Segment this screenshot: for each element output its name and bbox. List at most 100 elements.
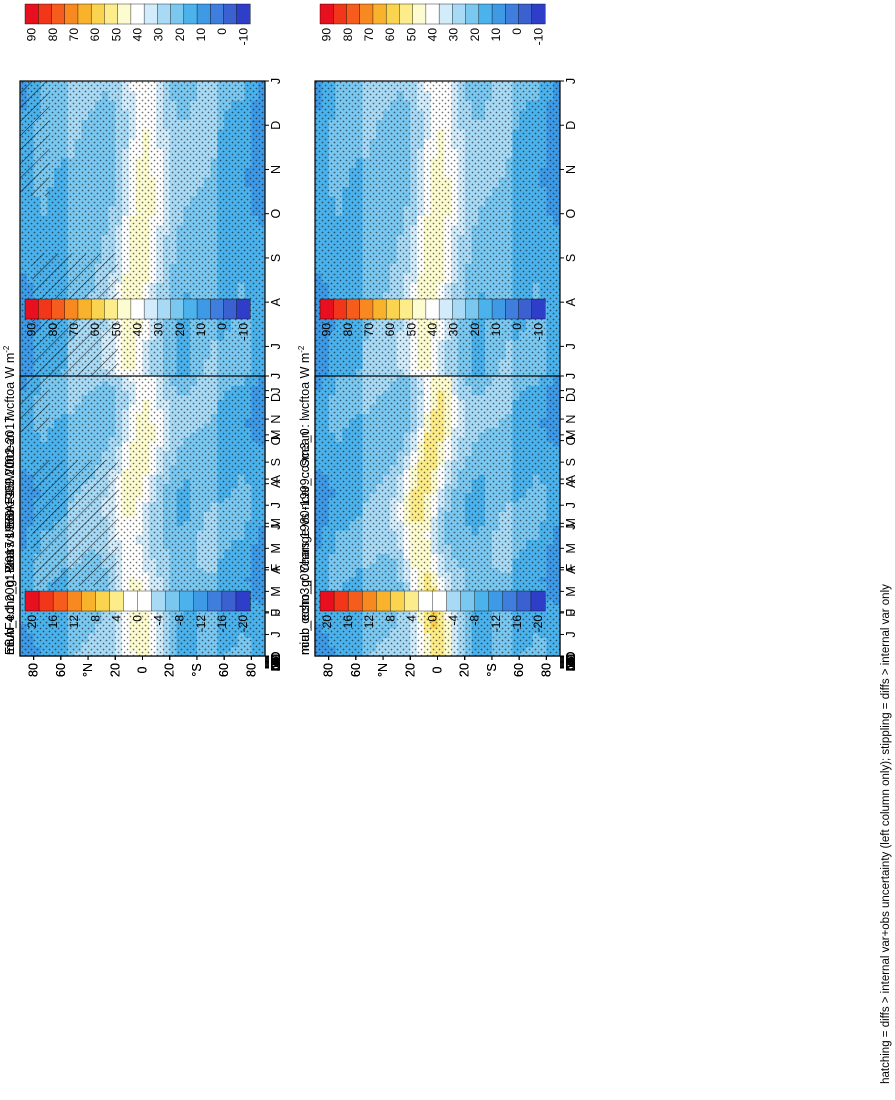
month-tick-label: N <box>269 165 283 174</box>
month-tick-label: J <box>564 609 578 615</box>
lat-tick-label: 0 <box>431 666 445 673</box>
month-tick-label: M <box>269 518 283 528</box>
colorbar-model-left: 90 80 70 60 50 40 30 20 10 0 -10 <box>24 3 251 46</box>
colorbar-swatch <box>452 3 467 25</box>
colorbar-label: -10 <box>236 323 250 341</box>
colorbar-swatch <box>51 3 66 25</box>
colorbar-swatch <box>505 3 520 25</box>
lat-tick-label: °S <box>190 663 204 676</box>
hatch-overlay <box>20 81 50 196</box>
heatmap-field-obs-left <box>20 376 265 656</box>
colorbar-swatch <box>372 3 387 25</box>
colorbar-swatch <box>223 298 238 320</box>
colorbar-label: 40 <box>426 28 440 42</box>
colorbar-swatch <box>385 3 400 25</box>
lat-tick-label: 80 <box>539 663 553 677</box>
month-tick-label: J <box>269 78 283 84</box>
colorbar-swatch <box>438 3 453 25</box>
colorbar-swatch <box>478 3 493 25</box>
colorbar-label: -10 <box>531 28 545 46</box>
month-tick-label: J <box>564 343 578 349</box>
colorbar-model-right: 90 80 70 60 50 40 30 20 10 0 -10 <box>319 3 546 46</box>
colorbar-label: 20 <box>468 28 482 42</box>
colorbar-swatch <box>359 3 374 25</box>
colorbar-swatch <box>531 3 546 25</box>
colorbar-swatch <box>64 298 79 320</box>
colorbar-label: 20 <box>173 323 187 337</box>
colorbar-swatch <box>24 3 39 25</box>
colorbar-label: 10 <box>194 323 208 337</box>
colorbar-swatch <box>491 3 506 25</box>
colorbar-label: 80 <box>46 28 60 42</box>
colorbar-swatch <box>196 298 211 320</box>
colorbar-swatch <box>412 3 427 25</box>
lat-tick-label: 60 <box>54 663 68 677</box>
colorbar-swatch <box>157 3 172 25</box>
month-tick-label: N <box>564 165 578 174</box>
colorbar-swatch <box>210 3 225 25</box>
colorbar-label: 0 <box>215 28 229 35</box>
month-tick-label: J <box>564 387 578 393</box>
colorbar-swatch <box>465 3 480 25</box>
lat-tick-label: 20 <box>403 663 417 677</box>
colorbar-obs-left: 90 80 70 60 50 40 30 20 10 0 -10 <box>25 298 251 341</box>
colorbar-swatch <box>130 3 145 25</box>
month-tick-label: D <box>564 651 578 660</box>
month-tick-label: J <box>269 343 283 349</box>
colorbar-swatch <box>143 3 158 25</box>
colorbar-swatch <box>157 298 172 320</box>
colorbar-label: 50 <box>109 323 123 337</box>
colorbar-swatch <box>183 298 198 320</box>
colorbar-swatch <box>130 298 145 320</box>
colorbar-label: 80 <box>46 323 60 337</box>
lat-axis-model-left: 80 60 °N 20 0 20 °S 60 80 <box>27 656 258 677</box>
colorbar-swatch <box>38 3 52 25</box>
colorbar-swatch <box>64 3 79 25</box>
month-tick-label: J <box>269 609 283 615</box>
panel-title-model-right: miub_echo_g: Years 1980-1999 : Ocean : l… <box>297 345 312 655</box>
colorbar-label: 50 <box>404 28 418 42</box>
colorbar-swatch <box>104 298 119 320</box>
month-tick-label: A <box>269 297 283 306</box>
colorbar-swatch <box>223 3 238 25</box>
panel-title-model-left: miub_echo_g: Years 1980-1999 : Ocean : l… <box>2 345 17 655</box>
colorbar-swatch <box>38 298 52 320</box>
lat-tick-label: °S <box>485 663 499 676</box>
colorbar-swatch <box>51 298 66 320</box>
colorbar-swatch <box>104 3 119 25</box>
colorbar-label: 60 <box>88 28 102 42</box>
lat-tick-label: 80 <box>244 663 258 677</box>
month-tick-label: M <box>564 430 578 440</box>
colorbar-label: 30 <box>152 28 166 42</box>
colorbar-swatch <box>90 3 105 25</box>
month-tick-label: D <box>269 651 283 660</box>
lat-tick-label: 20 <box>108 663 122 677</box>
colorbar-swatch <box>425 3 440 25</box>
month-tick-label: M <box>269 430 283 440</box>
month-tick-label: F <box>269 563 283 571</box>
colorbar-label: 70 <box>67 28 81 42</box>
lat-tick-label: 60 <box>217 663 231 677</box>
colorbar-label: 80 <box>341 28 355 42</box>
lat-tick-label: 60 <box>349 663 363 677</box>
month-tick-label: O <box>269 209 283 219</box>
month-tick-label: M <box>564 518 578 528</box>
month-tick-label: D <box>564 121 578 130</box>
colorbar-label: -10 <box>236 28 250 46</box>
lat-tick-label: 20 <box>163 663 177 677</box>
colorbar-swatch <box>170 298 185 320</box>
colorbar-label: 90 <box>25 28 39 42</box>
month-tick-label: A <box>269 474 283 483</box>
colorbar-label: 30 <box>447 28 461 42</box>
colorbar-label: 90 <box>320 28 334 42</box>
colorbar-swatch <box>346 3 361 25</box>
colorbar-label: 70 <box>362 28 376 42</box>
colorbar-label: 60 <box>88 323 102 337</box>
month-tick-label: S <box>564 254 578 262</box>
colorbar-label: 0 <box>215 323 229 330</box>
lat-axis-model-right: 80 60 °N 20 0 20 °S 60 80 <box>322 656 553 677</box>
colorbar-swatch <box>319 3 334 25</box>
